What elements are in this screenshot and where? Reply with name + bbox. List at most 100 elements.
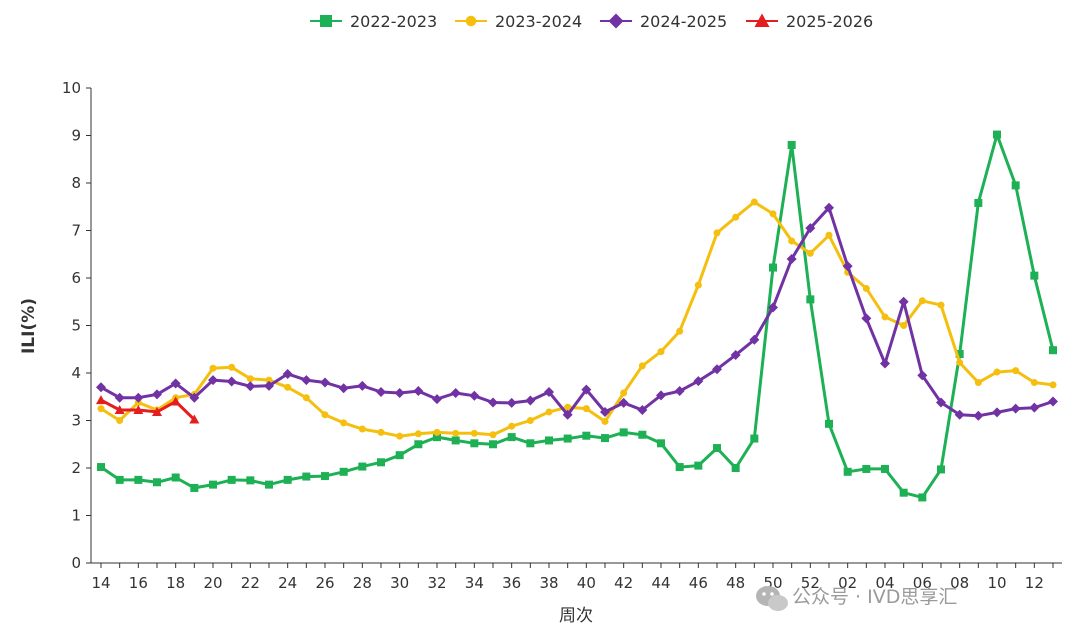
x-tick-label: 14 — [91, 574, 110, 592]
data-point-2024-2025 — [208, 375, 218, 386]
data-point-2022-2023 — [750, 434, 759, 443]
x-tick-label: 34 — [465, 574, 484, 592]
y-tick-label: 9 — [71, 127, 81, 145]
data-point-2024-2025 — [917, 370, 928, 381]
data-point-2022-2023 — [321, 472, 329, 481]
x-tick-label: 48 — [726, 574, 745, 592]
x-ticks: 14 16 18 20 22 24 26 28 30 32 34 36 38 40 42 44 46 48 50 52… — [91, 563, 1054, 592]
legend-item-2025-2026: 2025-2026 — [746, 12, 873, 31]
data-point-2023-2024 — [713, 229, 721, 237]
data-point-2022-2023 — [769, 263, 777, 272]
data-point-2022-2023 — [787, 141, 796, 149]
series-line-2024-2025 — [99, 206, 1055, 418]
data-point-2025-2026 — [96, 395, 106, 405]
data-point-2022-2023 — [955, 350, 964, 358]
data-point-2022-2023 — [843, 467, 852, 476]
data-point-2023-2024 — [788, 237, 796, 245]
y-tick-label: 6 — [71, 269, 81, 287]
data-point-2024-2025 — [1029, 402, 1040, 413]
series-group — [96, 130, 1058, 502]
legend-label: 2023-2024 — [495, 12, 582, 31]
data-point-2022-2023 — [937, 465, 945, 474]
data-point-2022-2023 — [246, 476, 255, 485]
x-tick-label: 12 — [1025, 574, 1044, 592]
data-point-2023-2024 — [1030, 379, 1038, 386]
data-point-2025-2026 — [152, 406, 162, 416]
data-point-2024-2025 — [581, 384, 592, 395]
data-point-2024-2025 — [618, 397, 629, 408]
data-point-2022-2023 — [489, 440, 497, 449]
data-point-2022-2023 — [545, 436, 553, 445]
series-line-2023-2024 — [99, 200, 1055, 438]
data-point-2022-2023 — [115, 475, 124, 484]
data-point-2024-2025 — [805, 223, 816, 234]
data-point-2023-2024 — [284, 383, 292, 391]
data-point-2022-2023 — [339, 467, 348, 476]
data-point-2024-2025 — [413, 386, 424, 397]
data-point-2024-2025 — [264, 380, 274, 391]
data-point-2023-2024 — [116, 417, 124, 424]
y-tick-label: 10 — [62, 79, 81, 97]
x-tick-label: 52 — [801, 574, 820, 592]
data-point-2024-2025 — [469, 390, 480, 401]
y-tick-label: 1 — [71, 507, 81, 525]
data-point-2022-2023 — [433, 433, 441, 442]
data-point-2022-2023 — [414, 440, 423, 449]
data-point-2022-2023 — [638, 430, 647, 439]
data-point-2024-2025 — [488, 397, 498, 408]
data-point-2023-2024 — [769, 210, 777, 218]
data-point-2023-2024 — [638, 362, 646, 370]
data-point-2024-2025 — [114, 392, 125, 403]
data-point-2023-2024 — [862, 284, 870, 292]
data-point-2024-2025 — [226, 376, 237, 387]
data-point-2023-2024 — [228, 363, 236, 371]
legend-marker-diamond-icon — [608, 13, 624, 29]
axes — [90, 88, 1062, 564]
x-tick-label: 42 — [614, 574, 633, 592]
series-line-2022-2023 — [99, 133, 1055, 499]
data-point-2023-2024 — [564, 403, 572, 411]
data-point-2024-2025 — [824, 202, 834, 213]
data-point-2024-2025 — [506, 397, 517, 408]
data-point-2023-2024 — [414, 430, 422, 438]
data-point-2024-2025 — [730, 349, 741, 360]
data-point-2024-2025 — [674, 386, 685, 397]
data-point-2022-2023 — [1049, 346, 1057, 355]
data-point-2023-2024 — [676, 327, 684, 335]
data-point-2024-2025 — [394, 387, 405, 398]
y-ticks: 0 1 2 3 4 5 6 7 8 9 10 — [62, 79, 91, 572]
y-tick-label: 4 — [71, 364, 81, 382]
y-tick-label: 8 — [71, 174, 81, 192]
data-point-2023-2024 — [377, 428, 385, 436]
legend-item-2022-2023: 2022-2023 — [310, 12, 437, 31]
data-point-2024-2025 — [357, 380, 368, 391]
data-point-2025-2026 — [189, 414, 200, 424]
data-point-2024-2025 — [450, 387, 461, 398]
data-point-2023-2024 — [881, 313, 889, 321]
x-tick-label: 18 — [166, 574, 185, 592]
data-point-2023-2024 — [974, 379, 982, 386]
data-point-2023-2024 — [694, 281, 702, 289]
x-tick-label: 36 — [502, 574, 521, 592]
data-point-2022-2023 — [451, 436, 460, 445]
x-tick-label: 10 — [987, 574, 1006, 592]
wechat-icon — [756, 586, 788, 611]
data-point-2023-2024 — [321, 411, 329, 419]
x-tick-label: 02 — [838, 574, 857, 592]
data-point-2024-2025 — [693, 376, 704, 387]
data-point-2022-2023 — [675, 463, 684, 472]
data-point-2025-2026 — [133, 405, 144, 415]
y-tick-label: 3 — [71, 412, 81, 430]
data-point-2022-2023 — [209, 480, 217, 489]
x-tick-label: 30 — [390, 574, 409, 592]
data-point-2022-2023 — [1011, 181, 1020, 190]
data-point-2023-2024 — [806, 249, 814, 257]
data-point-2022-2023 — [153, 478, 161, 487]
data-point-2022-2023 — [526, 439, 535, 448]
data-point-2024-2025 — [133, 392, 144, 403]
data-point-2023-2024 — [918, 297, 926, 305]
data-point-2024-2025 — [936, 397, 946, 408]
x-tick-label: 38 — [539, 574, 558, 592]
data-point-2025-2026 — [170, 396, 181, 406]
